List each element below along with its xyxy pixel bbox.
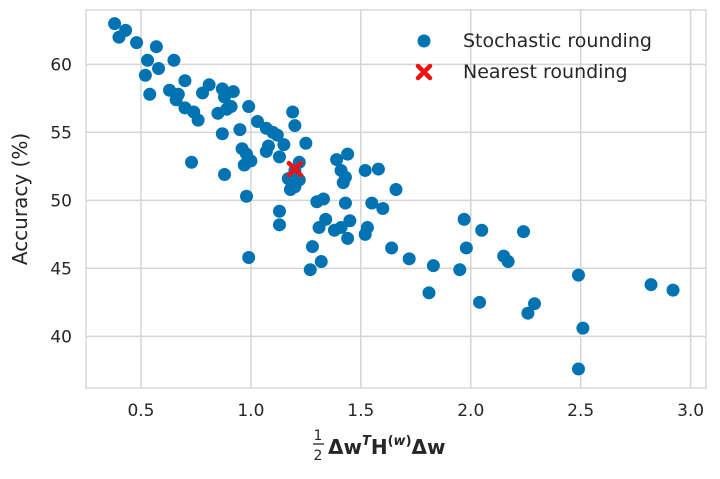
x-tick-label: 1.0 <box>237 401 264 421</box>
y-axis-label: Accuracy (%) <box>8 133 32 265</box>
stochastic-rounding-point <box>292 173 306 187</box>
legend-marker-nearest <box>415 63 433 81</box>
stochastic-rounding-point <box>341 147 355 161</box>
stochastic-rounding-point <box>167 53 181 67</box>
x-tick-label: 2.0 <box>457 401 484 421</box>
legend-label-nearest: Nearest rounding <box>463 61 628 83</box>
stochastic-rounding-point <box>215 127 229 141</box>
stochastic-rounding-point <box>459 241 473 255</box>
stochastic-rounding-point <box>233 123 247 137</box>
stochastic-rounding-point <box>277 138 291 152</box>
stochastic-rounding-point <box>218 90 232 104</box>
stochastic-rounding-point <box>305 240 319 254</box>
stochastic-rounding-point <box>571 268 585 282</box>
stochastic-rounding-point <box>576 321 590 335</box>
stochastic-rounding-point <box>218 168 232 182</box>
stochastic-rounding-point <box>242 250 256 264</box>
stochastic-rounding-point <box>453 263 467 277</box>
stochastic-rounding-point <box>196 86 210 100</box>
stochastic-rounding-point <box>250 114 264 128</box>
stochastic-rounding-point <box>286 105 300 119</box>
y-tick-label: 40 <box>50 327 72 347</box>
stochastic-rounding-point <box>334 221 348 235</box>
stochastic-rounding-point <box>457 212 471 226</box>
stochastic-rounding-point <box>338 196 352 210</box>
stochastic-rounding-point <box>130 36 144 50</box>
stochastic-rounding-point <box>149 40 163 54</box>
legend: Stochastic rounding Nearest rounding <box>415 30 652 83</box>
stochastic-rounding-point <box>272 150 286 164</box>
stochastic-rounding-point <box>224 100 238 114</box>
stochastic-rounding-point <box>644 278 658 292</box>
stochastic-rounding-point <box>312 221 326 235</box>
stochastic-rounding-point <box>426 259 440 273</box>
stochastic-rounding-point <box>371 162 385 176</box>
stochastic-rounding-point <box>517 225 531 239</box>
stochastic-rounding-point <box>365 196 379 210</box>
stochastic-rounding-point <box>303 263 317 277</box>
y-tick-label: 50 <box>50 191 72 211</box>
stochastic-rounding-point <box>473 295 487 309</box>
stochastic-rounding-point <box>385 241 399 255</box>
stochastic-rounding-point <box>521 306 535 320</box>
stochastic-rounding-point <box>475 223 489 237</box>
x-tick-label: 1.5 <box>347 401 374 421</box>
stochastic-rounding-point <box>237 158 251 172</box>
stochastic-rounding-point <box>336 176 350 190</box>
stochastic-rounding-point <box>376 202 390 216</box>
stochastic-rounding-point <box>330 153 344 167</box>
stochastic-rounding-point <box>402 252 416 266</box>
x-tick-labels: 0.5 1.0 1.5 2.0 2.5 3.0 <box>127 401 704 421</box>
y-tick-label: 45 <box>50 259 72 279</box>
stochastic-rounding-point <box>169 93 183 107</box>
stochastic-rounding-point <box>358 227 372 241</box>
y-tick-label: 55 <box>50 123 72 143</box>
stochastic-rounding-point <box>501 255 515 269</box>
stochastic-rounding-point <box>242 100 256 114</box>
nearest-rounding-point <box>286 160 304 178</box>
stochastic-rounding-point <box>299 136 313 150</box>
stochastic-rounding-point <box>528 297 542 311</box>
legend-marker-stochastic <box>417 34 431 48</box>
stochastic-rounding-point <box>152 61 166 75</box>
stochastic-rounding-point <box>239 189 253 203</box>
stochastic-rounding-point <box>108 17 122 31</box>
stochastic-rounding-point <box>270 128 284 142</box>
x-tick-label: 2.5 <box>567 401 594 421</box>
x-tick-label: 3.0 <box>677 401 704 421</box>
stochastic-rounding-point <box>119 23 133 37</box>
stochastic-rounding-point <box>272 204 286 218</box>
stochastic-rounding-point <box>283 182 297 196</box>
stochastic-rounding-point <box>389 182 403 196</box>
stochastic-rounding-point <box>178 74 192 88</box>
stochastic-rounding-point <box>358 163 372 177</box>
y-tick-labels: 40 45 50 55 60 <box>50 55 72 347</box>
stochastic-rounding-point <box>288 119 302 133</box>
stochastic-rounding-point <box>316 192 330 206</box>
stochastic-rounding-point <box>314 255 328 269</box>
stochastic-rounding-point <box>143 87 157 101</box>
stochastic-rounding-point <box>141 53 155 67</box>
legend-label-stochastic: Stochastic rounding <box>463 30 652 52</box>
stochastic-rounding-point <box>259 144 273 158</box>
x-axis-label: 1 2 ΔwTH(w)Δw <box>313 428 445 464</box>
svg-text:ΔwTH(w)Δw: ΔwTH(w)Δw <box>328 434 445 459</box>
plot-area <box>85 9 707 389</box>
stochastic-rounding-point <box>343 214 357 228</box>
stochastic-rounding-point <box>571 362 585 376</box>
svg-text:2: 2 <box>314 448 323 464</box>
data-points <box>108 17 680 376</box>
svg-text:1: 1 <box>314 428 323 444</box>
stochastic-rounding-point <box>185 155 199 169</box>
stochastic-rounding-point <box>422 286 436 300</box>
x-tick-label: 0.5 <box>127 401 154 421</box>
stochastic-rounding-point <box>272 218 286 232</box>
stochastic-rounding-point <box>666 283 680 297</box>
stochastic-rounding-point <box>138 68 152 82</box>
stochastic-rounding-point <box>191 113 205 127</box>
y-tick-label: 60 <box>50 55 72 75</box>
stochastic-rounding-point <box>341 231 355 245</box>
